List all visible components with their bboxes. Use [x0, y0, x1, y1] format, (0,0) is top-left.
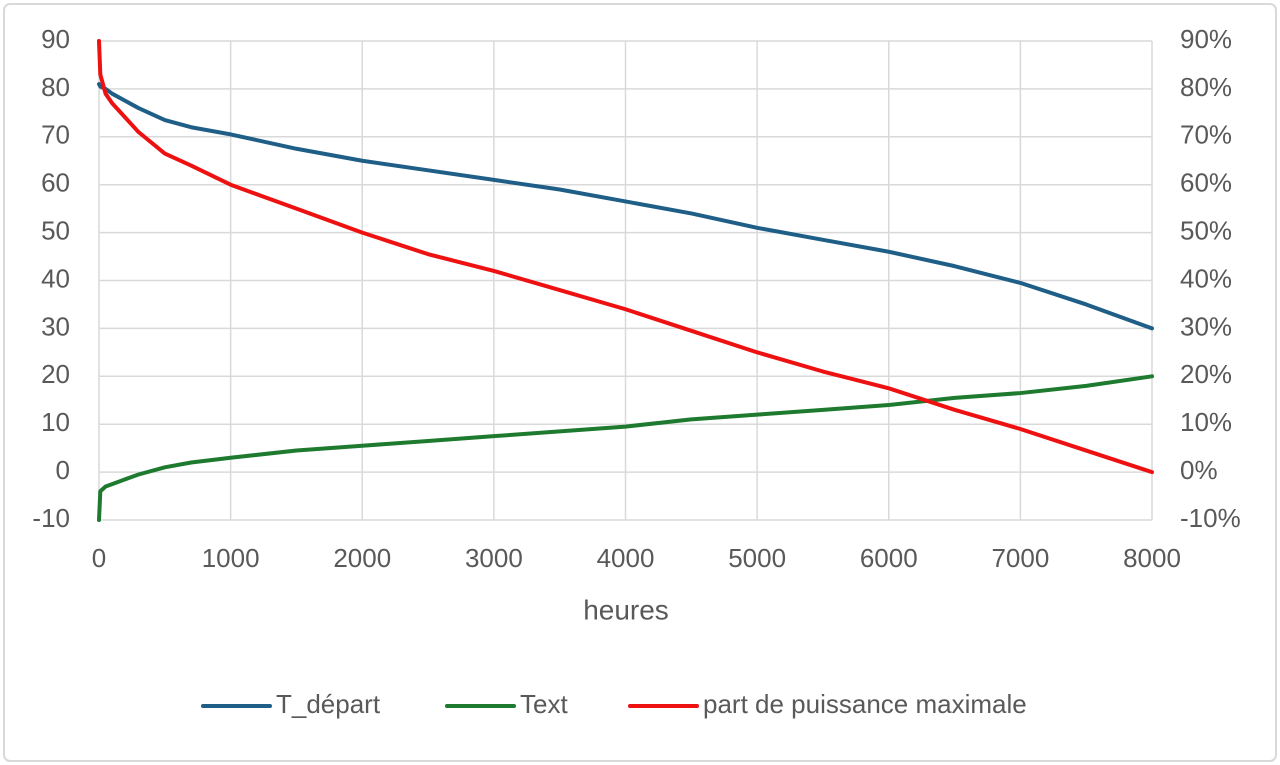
y2-tick-label: 90%: [1180, 24, 1232, 54]
x-tick-label: 4000: [597, 543, 655, 573]
x-tick-label: 3000: [465, 543, 523, 573]
x-tick-label: 0: [92, 543, 106, 573]
x-tick-label: 7000: [991, 543, 1049, 573]
series-line: [97, 374, 1154, 522]
x-axis-title: heures: [583, 594, 669, 625]
y-tick-label: 10: [41, 407, 70, 437]
y2-tick-label: 80%: [1180, 72, 1232, 102]
y-tick-label: -10: [32, 503, 70, 533]
y-tick-label: 50: [41, 215, 70, 245]
x-tick-label: 6000: [860, 543, 918, 573]
y-tick-label: 0: [56, 455, 70, 485]
legend-label: part de puissance maximale: [703, 689, 1027, 719]
y2-tick-label: 0%: [1180, 455, 1218, 485]
y-tick-label: 30: [41, 311, 70, 341]
y2-tick-label: 20%: [1180, 359, 1232, 389]
x-tick-label: 2000: [333, 543, 391, 573]
y-tick-label: 60: [41, 168, 70, 198]
x-tick-label: 5000: [728, 543, 786, 573]
y-tick-label: 90: [41, 24, 70, 54]
y2-tick-label: -10%: [1180, 503, 1241, 533]
legend-label: T_départ: [276, 689, 381, 719]
series-line: [97, 39, 1154, 475]
y2-tick-label: 10%: [1180, 407, 1232, 437]
x-tick-label: 1000: [202, 543, 260, 573]
x-tick-label: 8000: [1123, 543, 1181, 573]
y-tick-label: 70: [41, 120, 70, 150]
y2-tick-label: 70%: [1180, 120, 1232, 150]
chart-frame: [3, 3, 1277, 762]
y-tick-label: 40: [41, 263, 70, 293]
y2-tick-label: 30%: [1180, 311, 1232, 341]
y-tick-label: 20: [41, 359, 70, 389]
series-line: [97, 82, 1154, 331]
legend-label: Text: [520, 689, 568, 719]
y2-tick-label: 40%: [1180, 263, 1232, 293]
y2-tick-label: 50%: [1180, 215, 1232, 245]
y2-tick-label: 60%: [1180, 168, 1232, 198]
y-tick-label: 80: [41, 72, 70, 102]
